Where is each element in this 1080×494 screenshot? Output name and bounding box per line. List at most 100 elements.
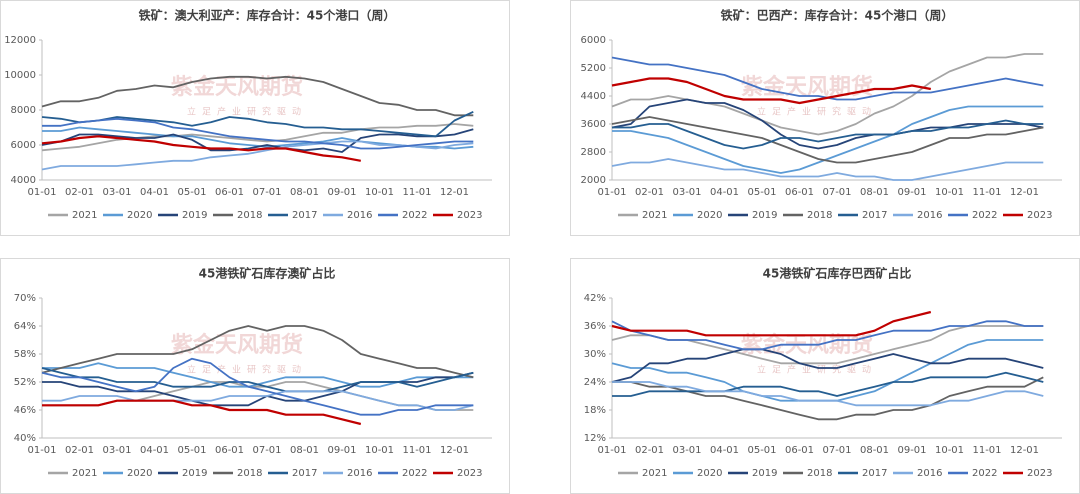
legend-label: 2016 (917, 468, 942, 479)
y-tick-label: 2800 (581, 147, 606, 158)
legend-label: 2022 (972, 468, 997, 479)
legend-label: 2018 (807, 210, 832, 221)
legend-label: 2022 (972, 210, 997, 221)
x-tick-label: 07-01 (822, 445, 851, 456)
y-tick-label: 5200 (581, 63, 606, 74)
x-tick-label: 09-01 (327, 187, 356, 198)
legend-label: 2020 (127, 468, 152, 479)
y-tick-label: 42% (584, 293, 606, 304)
x-tick-label: 01-01 (27, 187, 56, 198)
legend-label: 2021 (642, 468, 667, 479)
series-line (41, 140, 474, 171)
series-line (612, 381, 1044, 407)
x-tick-label: 08-01 (860, 445, 889, 456)
x-tick-label: 01-01 (27, 445, 56, 456)
x-tick-label: 08-01 (290, 445, 319, 456)
series-line (41, 123, 474, 152)
legend-label: 2017 (292, 468, 317, 479)
y-tick-label: 30% (584, 349, 606, 360)
watermark-sub: 立足产业研究驱动 (187, 364, 307, 376)
legend-label: 2023 (1027, 210, 1052, 221)
y-tick-label: 12000 (4, 35, 36, 46)
watermark-sub: 立足产业研究驱动 (757, 364, 877, 376)
series-line (612, 105, 1044, 174)
x-tick-label: 12-01 (440, 187, 469, 198)
x-tick-label: 10-01 (365, 187, 394, 198)
legend-label: 2017 (862, 468, 887, 479)
x-tick-label: 11-01 (972, 445, 1001, 456)
y-tick-label: 18% (584, 405, 606, 416)
legend-label: 2016 (917, 210, 942, 221)
watermark-sub: 立足产业研究驱动 (187, 106, 307, 118)
series-line (612, 371, 1044, 397)
y-tick-label: 6000 (581, 35, 606, 46)
y-tick-label: 6000 (11, 140, 36, 151)
x-tick-label: 07-01 (252, 187, 281, 198)
legend-label: 2021 (72, 210, 97, 221)
x-tick-label: 06-01 (785, 187, 814, 198)
legend-label: 2018 (807, 468, 832, 479)
x-tick-label: 01-01 (597, 445, 626, 456)
x-tick-label: 06-01 (215, 445, 244, 456)
x-tick-label: 02-01 (65, 445, 94, 456)
x-tick-label: 02-01 (65, 187, 94, 198)
x-tick-label: 10-01 (365, 445, 394, 456)
x-tick-label: 07-01 (822, 187, 851, 198)
x-tick-label: 08-01 (290, 187, 319, 198)
x-tick-label: 03-01 (102, 445, 131, 456)
chart-title: 铁矿：澳大利亚产：库存合计：45个港口（周） (139, 8, 396, 23)
x-tick-label: 09-01 (327, 445, 356, 456)
y-tick-label: 8000 (11, 105, 36, 116)
series-line (611, 116, 1044, 164)
series-line (611, 98, 1044, 150)
y-tick-label: 40% (14, 433, 36, 444)
watermark-sub: 立足产业研究驱动 (757, 106, 877, 118)
x-tick-label: 09-01 (897, 445, 926, 456)
panel-border (570, 258, 1080, 494)
x-tick-label: 03-01 (672, 187, 701, 198)
legend-label: 2021 (642, 210, 667, 221)
legend-label: 2022 (402, 210, 427, 221)
legend-label: 2019 (752, 210, 777, 221)
series-line (41, 325, 474, 379)
legend-label: 2019 (182, 210, 207, 221)
legend-label: 2022 (402, 468, 427, 479)
series-line (611, 320, 1044, 351)
x-tick-label: 02-01 (635, 187, 664, 198)
y-tick-label: 36% (584, 321, 606, 332)
series-line (41, 75, 474, 117)
x-tick-label: 02-01 (635, 445, 664, 456)
series-line (611, 77, 932, 105)
x-tick-label: 12-01 (440, 445, 469, 456)
series-line (611, 348, 1044, 383)
y-tick-label: 52% (14, 377, 36, 388)
y-tick-label: 3600 (581, 119, 606, 130)
y-tick-label: 4000 (11, 175, 36, 186)
legend-label: 2020 (127, 210, 152, 221)
x-tick-label: 08-01 (860, 187, 889, 198)
y-tick-label: 70% (14, 293, 36, 304)
y-tick-label: 58% (14, 349, 36, 360)
legend-label: 2021 (72, 468, 97, 479)
y-tick-label: 24% (584, 377, 606, 388)
x-tick-label: 10-01 (935, 445, 964, 456)
legend-label: 2020 (697, 210, 722, 221)
series-line (42, 399, 362, 426)
watermark: 紫金天风期货 (171, 332, 303, 358)
legend-label: 2018 (237, 468, 262, 479)
x-tick-label: 01-01 (597, 187, 626, 198)
legend-label: 2019 (752, 468, 777, 479)
x-tick-label: 06-01 (785, 445, 814, 456)
y-tick-label: 64% (14, 321, 36, 332)
chart-panel: 45港铁矿石库存巴西矿占比紫金天风期货立足产业研究驱动12%18%24%30%3… (570, 258, 1080, 494)
legend-label: 2023 (457, 468, 482, 479)
series-line (41, 135, 362, 162)
x-tick-label: 12-01 (1010, 445, 1039, 456)
series-line (41, 110, 474, 138)
legend-label: 2018 (237, 210, 262, 221)
series-line (41, 357, 474, 416)
x-tick-label: 10-01 (935, 187, 964, 198)
